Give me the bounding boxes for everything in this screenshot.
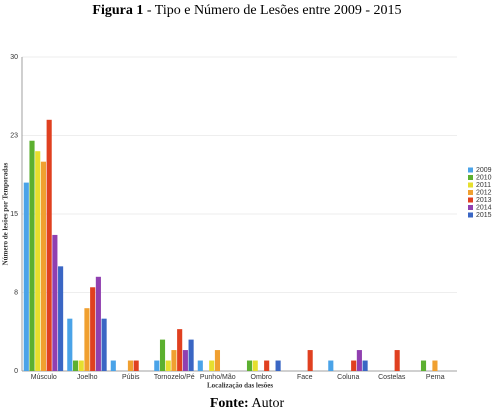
caption-text: Autor	[251, 396, 284, 411]
y-tick-label: 15	[10, 211, 18, 218]
legend-swatch	[468, 205, 473, 210]
bar	[246, 360, 253, 371]
x-tick-label: Joelho	[77, 374, 98, 381]
legend-swatch	[468, 167, 473, 173]
bar	[159, 339, 166, 371]
bar	[356, 350, 362, 371]
bar	[127, 360, 134, 371]
bar	[154, 360, 160, 371]
bar	[177, 329, 183, 371]
x-tick-label: Perna	[426, 374, 445, 381]
bar	[90, 287, 96, 371]
x-tick-label: Músculo	[31, 374, 57, 381]
bar	[328, 360, 334, 371]
x-tick-label: Costelas	[378, 374, 406, 381]
bar	[351, 360, 357, 371]
bar	[275, 360, 281, 371]
bar	[58, 266, 64, 371]
x-tick-label: Punho/Mão	[200, 374, 236, 381]
x-tick-label: Face	[297, 374, 313, 381]
legend-label: 2013	[476, 197, 492, 204]
legend-label: 2010	[476, 174, 492, 181]
x-tick-label: Púbis	[122, 374, 140, 381]
bar	[197, 360, 203, 371]
bar	[95, 276, 101, 371]
chart-title: - Tipo e Número de Lesões entre 2009 - 2…	[147, 3, 402, 18]
y-tick-label: 8	[14, 289, 18, 296]
bar	[209, 360, 215, 371]
legend-label: 2011	[476, 182, 491, 189]
y-axis-label: Número de lesões por Temporadas	[2, 162, 10, 265]
bar	[214, 350, 221, 371]
bar	[171, 350, 177, 371]
legend-label: 2014	[476, 204, 492, 211]
figure-label: Figura 1	[92, 3, 143, 18]
caption: Fonte: Autor	[210, 396, 285, 411]
x-tick-label: Tornozelo/Pé	[154, 374, 195, 381]
bar	[307, 350, 313, 371]
bar	[67, 318, 73, 371]
bar	[420, 360, 427, 371]
bar	[252, 360, 258, 371]
bar	[264, 360, 270, 371]
bar	[362, 360, 368, 371]
bar	[432, 360, 438, 371]
chart-heading: Figura 1 - Tipo e Número de Lesões entre…	[92, 3, 401, 18]
x-tick-label: Ombro	[251, 374, 273, 381]
bar	[35, 151, 41, 371]
bar	[101, 318, 107, 371]
bar	[40, 161, 47, 371]
legend-swatch	[468, 197, 473, 203]
bar	[110, 360, 116, 371]
legend-swatch	[468, 212, 473, 218]
legend-swatch	[468, 175, 473, 180]
bar	[165, 360, 171, 371]
legend-swatch	[468, 182, 473, 188]
y-tick-label: 30	[10, 54, 18, 61]
x-tick-label: Coluna	[337, 374, 359, 381]
bar	[188, 339, 194, 371]
bar	[72, 360, 79, 371]
legend-swatch	[468, 190, 473, 195]
bar	[46, 119, 52, 371]
bar	[182, 350, 188, 371]
legend-label: 2012	[476, 189, 492, 196]
y-tick-label: 0	[14, 368, 18, 375]
bar	[84, 308, 90, 371]
x-axis-label: Localização das lesões	[207, 382, 273, 390]
bar	[394, 350, 400, 371]
y-tick-label: 23	[10, 132, 18, 139]
caption-label: Fonte:	[210, 396, 249, 411]
bar	[23, 182, 29, 371]
legend-label: 2009	[476, 167, 492, 174]
bar	[133, 360, 139, 371]
bar	[78, 360, 84, 371]
bar	[29, 140, 35, 371]
legend-label: 2015	[476, 212, 492, 219]
bar	[52, 234, 58, 371]
